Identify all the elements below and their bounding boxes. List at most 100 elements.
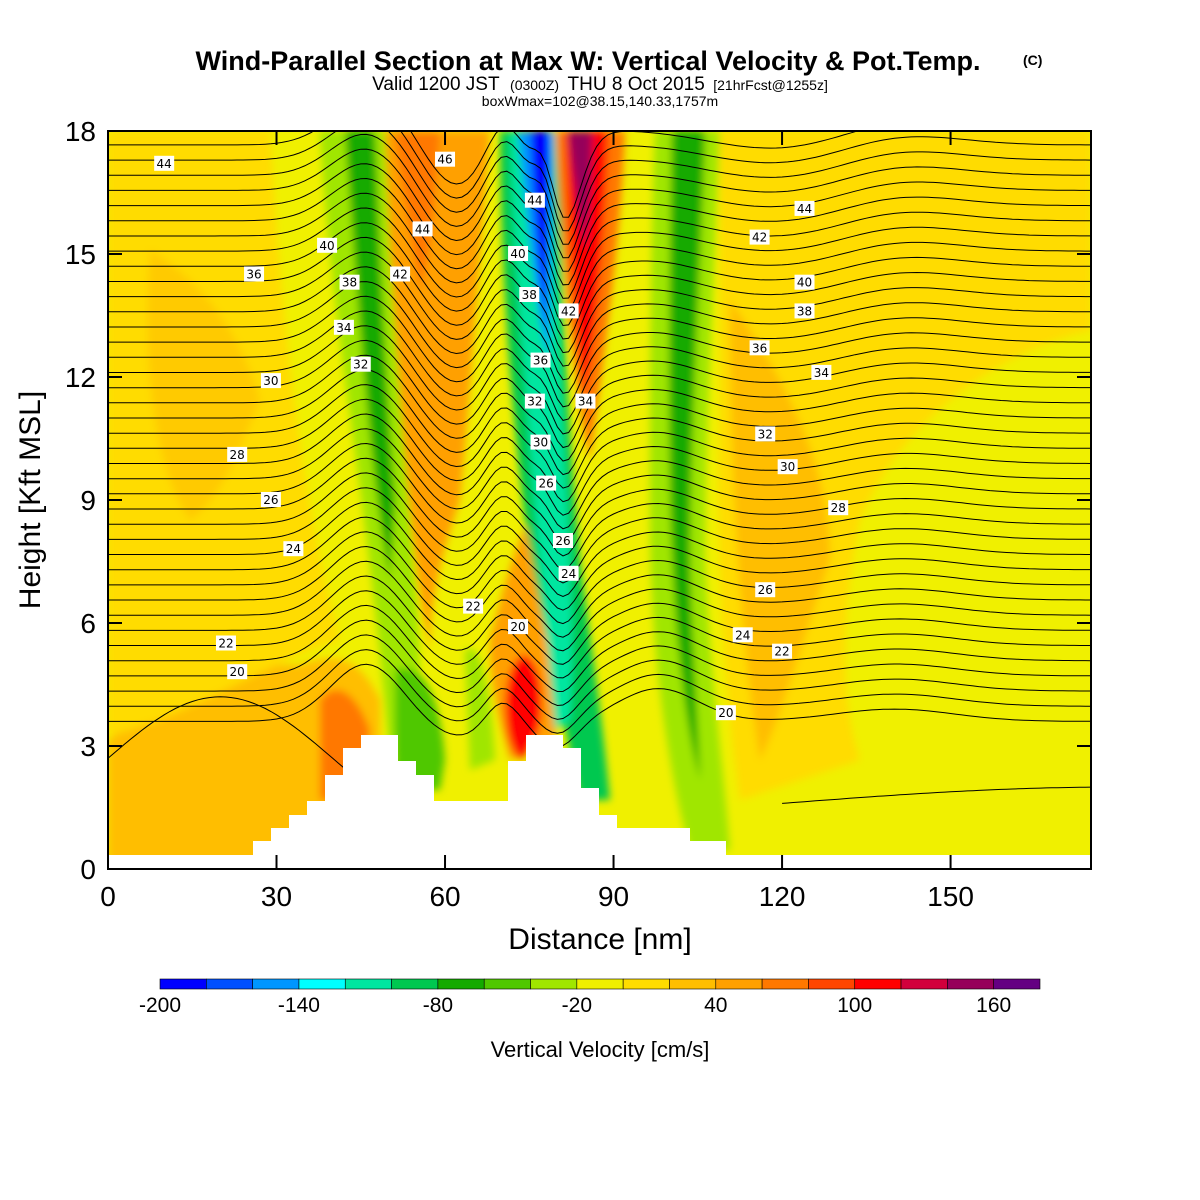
theta-contour-12 [108, 487, 1091, 584]
theta-contour-9 [108, 531, 1091, 625]
contour-label-bg [777, 459, 798, 475]
x-tick-label-0: 0 [100, 881, 116, 912]
theta-contour-29 [108, 236, 1091, 354]
field-band-orange-mid-core [395, 131, 440, 290]
axes [107, 130, 1092, 870]
theta-contour-23 [108, 325, 1091, 435]
contour-label-7: 28 [227, 446, 248, 462]
contour-label-text: 30 [780, 460, 795, 474]
contour-label-0: 44 [154, 155, 175, 171]
contour-label-bg [558, 565, 579, 581]
field-band-yellow-right-low [860, 700, 1091, 869]
title-mark: (C) [1023, 52, 1042, 68]
contour-label-40: 20 [715, 705, 736, 721]
theta-contour-13 [108, 472, 1091, 570]
contour-label-33: 34 [811, 364, 832, 380]
contour-label-9: 24 [283, 541, 304, 557]
subtitle-date: THU 8 Oct 2015 [568, 74, 705, 95]
theta-contour-3 [108, 619, 1091, 707]
theta-contour-37 [108, 131, 1091, 245]
contour-label-bg [772, 643, 793, 659]
contour-label-37: 26 [755, 582, 776, 598]
contour-label-text: 38 [797, 304, 812, 318]
contour-label-4: 34 [333, 319, 354, 335]
theta-contour-27 [108, 266, 1091, 381]
contour-label-bg [558, 303, 579, 319]
contour-label-bg [244, 266, 265, 282]
contour-label-text: 24 [735, 628, 750, 642]
field-band-orange-right-2 [730, 300, 830, 760]
contour-label-27: 24 [558, 565, 579, 581]
theta-contour-5 [108, 590, 1091, 679]
theta-contours [108, 131, 1091, 804]
theta-contour-low-0 [108, 696, 390, 803]
contour-label-text: 44 [527, 194, 542, 208]
contour-label-bg [283, 541, 304, 557]
theta-contour-low-1 [782, 786, 1091, 804]
theta-contour-7 [108, 560, 1091, 652]
contour-label-bg [154, 155, 175, 171]
colorbar-swatch-11 [669, 978, 717, 990]
contour-label-17: 44 [524, 192, 545, 208]
y-axis-title: Height [Kft MSL] [14, 391, 47, 609]
contour-label-text: 40 [797, 276, 812, 290]
contour-label-22: 32 [524, 393, 545, 409]
contour-label-11: 20 [227, 664, 248, 680]
field-band-updraft-core [568, 131, 592, 250]
contour-label-8: 26 [260, 492, 281, 507]
y-tick-label-3: 9 [80, 485, 96, 516]
contour-label-35: 30 [777, 459, 798, 475]
colorbar-label-1: -140 [278, 994, 320, 1017]
contour-label-text: 42 [561, 304, 576, 318]
contour-label-13: 44 [412, 221, 433, 237]
contour-label-bg [524, 393, 545, 409]
contour-label-text: 32 [527, 395, 542, 409]
theta-contour-6 [108, 575, 1091, 665]
contour-label-20: 42 [558, 303, 579, 319]
contour-label-18: 40 [508, 246, 529, 261]
colorbar-label-4: 40 [704, 994, 727, 1017]
x-tick-label-5: 150 [927, 881, 974, 912]
contour-label-36: 28 [828, 500, 849, 516]
contour-label-bg [530, 352, 551, 368]
contour-label-text: 30 [263, 374, 278, 388]
contour-label-text: 30 [533, 436, 548, 450]
contour-label-text: 36 [533, 354, 548, 368]
contour-label-text: 26 [758, 583, 773, 597]
field-band-orange-mid [385, 131, 490, 650]
contour-label-16: 20 [508, 619, 529, 635]
contour-label-text: 36 [246, 268, 261, 282]
contour-label-bg [215, 635, 236, 651]
contour-label-6: 30 [260, 373, 281, 389]
theta-contour-10 [108, 516, 1091, 611]
colorbar: -200 -140 -80 -20 40 100 160 [139, 978, 1041, 1017]
theta-contour-14 [108, 457, 1091, 557]
x-tick-label-2: 60 [429, 881, 460, 912]
contour-label-21: 36 [530, 352, 551, 368]
contour-label-text: 46 [437, 153, 452, 167]
field-band-downdraft-cyan [510, 131, 573, 730]
theta-contour-21 [108, 354, 1091, 462]
contour-label-31: 38 [794, 303, 815, 319]
contour-label-text: 28 [831, 501, 846, 515]
colorbar-swatch-14 [808, 978, 856, 990]
chart-subtitle: Valid 1200 JST (0300Z) THU 8 Oct 2015 [2… [372, 74, 828, 95]
theta-contour-31 [108, 207, 1091, 327]
theta-contour-4 [108, 604, 1091, 693]
y-tick-label-4: 12 [65, 362, 96, 393]
colorbar-label-2: -80 [423, 994, 453, 1017]
contour-label-2: 36 [244, 266, 265, 282]
contour-label-text: 22 [465, 600, 480, 614]
contour-label-bg [575, 393, 596, 409]
colorbar-swatch-2 [252, 978, 300, 990]
contour-label-text: 38 [342, 276, 357, 290]
contour-label-bg [317, 237, 338, 253]
colorbar-swatch-7 [483, 978, 531, 990]
theta-contour-28 [108, 251, 1091, 367]
y-tick-label-6: 18 [65, 116, 96, 147]
contour-label-10: 22 [215, 635, 236, 651]
contour-label-text: 22 [774, 645, 789, 659]
contour-label-bg [412, 221, 433, 237]
contour-label-text: 26 [538, 477, 553, 491]
colorbar-label-6: 160 [976, 994, 1011, 1017]
